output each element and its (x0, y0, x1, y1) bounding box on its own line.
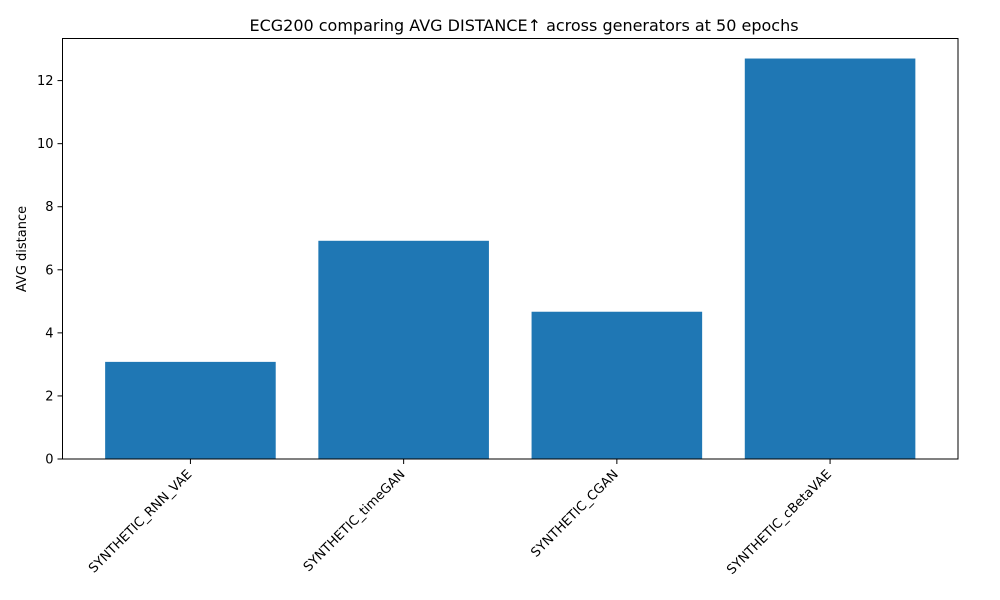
bar-synthetic-rnn-vae (105, 361, 276, 459)
x-tick-label-synthetic-cgan: SYNTHETIC_CGAN (528, 467, 621, 560)
bar-synthetic-cbetavae (744, 58, 916, 460)
bar-synthetic-timegan (318, 240, 489, 459)
x-tick-label-synthetic-rnn-vae: SYNTHETIC_RNN_VAE (86, 467, 195, 576)
y-axis-label: AVG distance (15, 206, 30, 292)
plot-frame (62, 38, 959, 460)
y-axis-ticks: 0 2 4 6 8 10 12 (37, 74, 63, 468)
bars (105, 58, 916, 460)
x-tick-label-synthetic-timegan: SYNTHETIC_timeGAN (301, 467, 409, 575)
chart-title: ECG200 comparing AVG DISTANCE↑ across ge… (249, 16, 798, 35)
y-tick-label: 0 (45, 453, 53, 468)
y-tick-label: 6 (45, 263, 53, 278)
y-tick-label: 8 (45, 200, 53, 215)
x-axis-ticks: SYNTHETIC_RNN_VAE SYNTHETIC_timeGAN SYNTHE… (86, 459, 835, 578)
y-tick-label: 4 (45, 326, 53, 341)
y-tick-label: 12 (37, 74, 54, 89)
y-tick-label: 10 (37, 137, 54, 152)
bar-synthetic-cgan (531, 311, 703, 459)
x-tick-label-synthetic-cbetavae: SYNTHETIC_cBetaVAE (724, 467, 835, 578)
y-tick-label: 2 (45, 389, 53, 404)
